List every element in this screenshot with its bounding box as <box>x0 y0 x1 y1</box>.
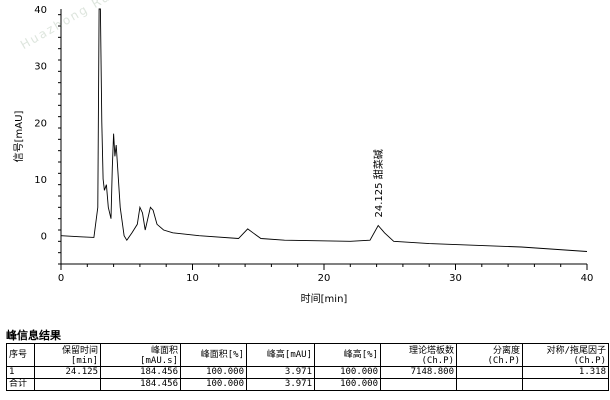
chromatogram-chart: 0 10 20 30 40 0 10 20 30 40 时间[min] 信号[mAU] 24.12… <box>13 5 593 305</box>
y-tick-label: 10 <box>34 175 47 186</box>
table-cell <box>380 378 457 391</box>
x-tick-label: 10 <box>186 273 199 284</box>
y-axis-label: 信号[mAU] <box>13 111 25 163</box>
header-plates: 理论塔板数 (Ch.P) <box>380 343 457 367</box>
chart-axes <box>60 9 587 265</box>
table-cell: 100.000 <box>314 378 381 391</box>
peak-annotation: 24.125 甜菜碱 <box>372 149 385 217</box>
header-peak-area: 峰面积 [mAU.s] <box>100 343 181 367</box>
table-cell <box>456 366 523 379</box>
x-tick-label: 20 <box>318 273 331 284</box>
header-index: 序号 <box>6 343 35 367</box>
header-retention-time: 保留时间 [min] <box>34 343 101 367</box>
table-header-row: 序号 保留时间 [min] 峰面积 [mAU.s] 峰面积[%] 峰高[mAU] 峰… <box>6 343 609 367</box>
x-tick-label: 0 <box>58 273 64 284</box>
y-tick-label: 0 <box>41 232 47 243</box>
x-tick-label: 30 <box>449 273 462 284</box>
table-cell: 184.456 <box>100 378 181 391</box>
y-tick-label: 20 <box>34 118 47 129</box>
table-cell: 3.971 <box>246 366 315 379</box>
chart-ticks: 0 10 20 30 40 0 10 20 30 40 <box>34 5 593 284</box>
header-resolution: 分离度 (Ch.P) <box>456 343 523 367</box>
header-peak-area-pct: 峰面积[%] <box>180 343 247 367</box>
table-cell: 100.000 <box>180 366 247 379</box>
table-cell: 1 <box>6 366 35 379</box>
table-cell: 1.318 <box>522 366 609 379</box>
table-cell: 合计 <box>6 378 35 391</box>
signal-trace <box>60 8 588 252</box>
table-cell <box>456 378 523 391</box>
table-cell: 100.000 <box>180 378 247 391</box>
table-row: 1 24.125 184.456 100.000 3.971 100.000 7… <box>6 366 609 379</box>
header-peak-height: 峰高[mAU] <box>246 343 315 367</box>
table-cell: 7148.800 <box>380 366 457 379</box>
x-tick-label: 40 <box>581 273 594 284</box>
table-row-total: 合计 184.456 100.000 3.971 100.000 <box>6 378 609 391</box>
table-cell <box>34 378 101 391</box>
y-tick-label: 40 <box>34 5 47 16</box>
table-cell: 24.125 <box>34 366 101 379</box>
header-peak-height-pct: 峰高[%] <box>314 343 381 367</box>
table-cell <box>522 378 609 391</box>
x-axis-label: 时间[min] <box>301 292 348 305</box>
peak-results-table: 序号 保留时间 [min] 峰面积 [mAU.s] 峰面积[%] 峰高[mAU] 峰… <box>6 343 609 391</box>
header-tailing: 对称/拖尾因子 (Ch.P) <box>522 343 609 367</box>
table-cell: 3.971 <box>246 378 315 391</box>
table-cell: 100.000 <box>314 366 381 379</box>
y-tick-label: 30 <box>34 62 47 73</box>
results-title: 峰信息结果 <box>6 329 61 342</box>
table-cell: 184.456 <box>100 366 181 379</box>
